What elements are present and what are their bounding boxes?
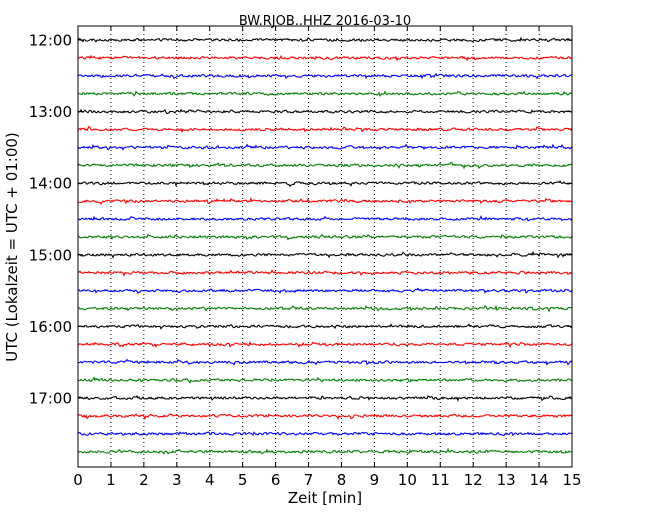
trace-1230	[77, 72, 573, 80]
trace-1745	[77, 447, 573, 455]
y-tick-label: 16:00	[29, 318, 72, 336]
trace-1645	[77, 376, 573, 384]
trace-1200	[77, 36, 573, 43]
trace-group	[77, 36, 573, 455]
y-axis-ticks: 12:00 13:00 14:00 15:00 16:00 17:00	[29, 32, 572, 408]
y-tick-label: 14:00	[29, 175, 72, 193]
chart-title: BW.RJOB..HHZ 2016-03-10	[239, 14, 411, 29]
y-tick-label: 17:00	[29, 390, 72, 408]
trace-1215	[77, 54, 573, 62]
plot-frame	[77, 25, 573, 468]
x-tick-label: 5	[238, 471, 248, 489]
x-tick-label: 13	[497, 471, 516, 489]
trace-1445	[77, 233, 573, 241]
vertical-grid	[110, 26, 540, 467]
x-axis-label: Zeit [min]	[288, 489, 362, 507]
x-tick-label: 2	[139, 471, 149, 489]
y-tick-label: 15:00	[29, 246, 72, 264]
trace-1345	[77, 161, 573, 170]
x-axis-ticks: 0 1 2 3 4 5 6 7 8 9 10 11 12 13 14 15	[73, 26, 582, 489]
y-axis-label: UTC (Lokalzeit = UTC + 01:00)	[3, 132, 21, 362]
x-tick-label: 0	[73, 471, 83, 489]
trace-1515	[77, 269, 573, 277]
trace-1730	[77, 431, 573, 437]
x-tick-label: 15	[562, 471, 581, 489]
trace-1415	[77, 197, 573, 206]
y-tick-label: 12:00	[29, 32, 72, 50]
trace-1300	[77, 108, 573, 115]
trace-1530	[77, 287, 573, 294]
x-tick-label: 10	[398, 471, 417, 489]
x-tick-label: 14	[530, 471, 549, 489]
x-tick-label: 12	[464, 471, 483, 489]
trace-1500	[77, 250, 573, 259]
x-tick-label: 8	[337, 471, 347, 489]
trace-1600	[77, 323, 573, 330]
trace-1315	[77, 125, 573, 134]
trace-1615	[77, 340, 573, 349]
x-tick-label: 1	[106, 471, 116, 489]
trace-1700	[77, 395, 573, 402]
x-tick-label: 4	[205, 471, 215, 489]
y-tick-label: 13:00	[29, 103, 72, 121]
trace-1400	[77, 180, 573, 188]
trace-1545	[77, 304, 573, 313]
x-tick-label: 7	[304, 471, 314, 489]
x-tick-label: 9	[370, 471, 380, 489]
x-tick-label: 6	[271, 471, 281, 489]
trace-1630	[77, 358, 573, 366]
x-tick-label: 11	[431, 471, 450, 489]
trace-1330	[77, 143, 573, 151]
trace-1430	[77, 215, 573, 222]
trace-1245	[77, 90, 573, 98]
trace-1715	[77, 413, 573, 421]
x-tick-label: 3	[172, 471, 182, 489]
